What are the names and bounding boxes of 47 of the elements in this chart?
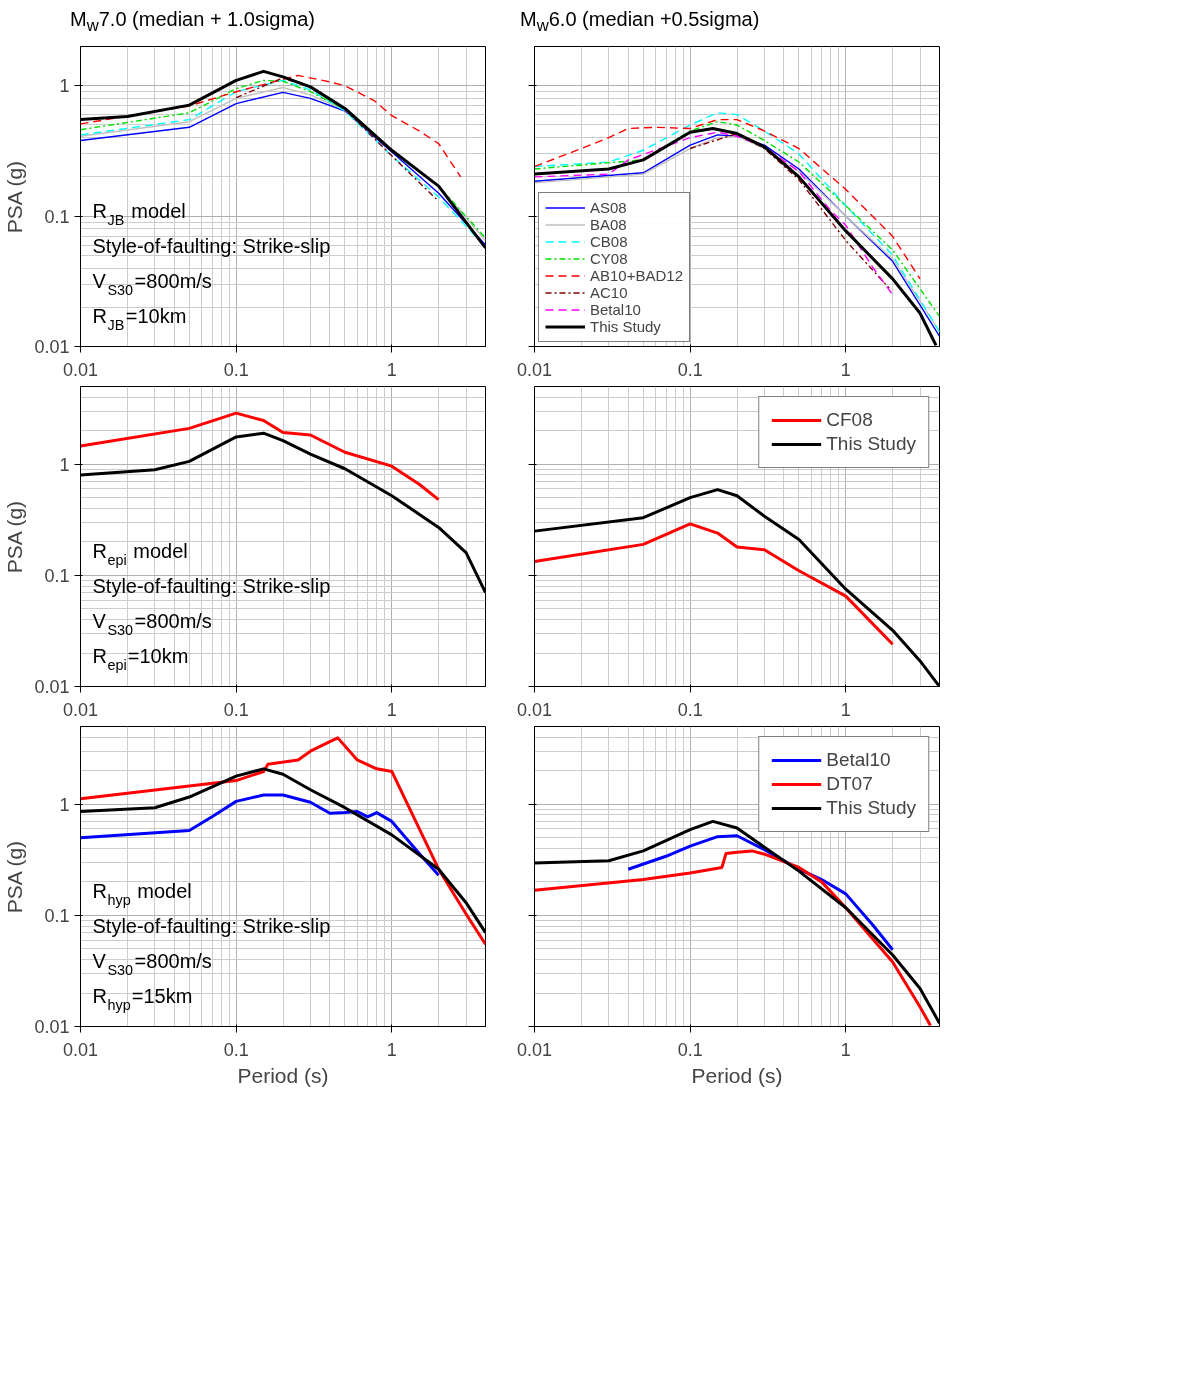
x-tick-label: 0.01 [516, 699, 553, 720]
x-tick-label: 0.1 [223, 359, 249, 380]
x-tick-label: 0.1 [223, 699, 249, 720]
y-tick-label: 0.01 [34, 677, 70, 697]
y-axis-title: PSA (g) [3, 160, 27, 234]
annotation: Style-of-faulting: Strike-slip [92, 234, 331, 257]
x-axis-title: Period (s) [691, 1063, 783, 1087]
y-axis-title: PSA (g) [3, 840, 27, 914]
legend-label: CF08 [826, 409, 873, 431]
x-axis-title: Period (s) [237, 1063, 329, 1087]
y-tick-label: 0.1 [44, 905, 70, 926]
x-tick-label: 1 [386, 699, 397, 720]
chart-title: M$_{w}$6.0 (median +0.5sigma) [520, 7, 760, 37]
x-tick-label: 1 [386, 1039, 397, 1060]
y-tick-label: 1 [59, 454, 70, 475]
legend-label: CY08 [590, 250, 628, 267]
x-tick-label: 1 [840, 699, 851, 720]
x-tick-label: 0.1 [677, 359, 703, 380]
y-tick-label: 0.01 [34, 337, 70, 357]
x-tick-label: 1 [840, 1039, 851, 1060]
legend-label: DT07 [826, 773, 873, 795]
x-tick-label: 0.1 [223, 1039, 249, 1060]
legend-label: AB10+BAD12 [590, 267, 683, 284]
x-tick-label: 0.1 [677, 1039, 703, 1060]
annotation: Style-of-faulting: Strike-slip [92, 574, 331, 597]
annotation: Style-of-faulting: Strike-slip [92, 914, 331, 937]
legend-label: This Study [826, 433, 916, 455]
legend-label: Betal10 [590, 301, 641, 318]
x-tick-label: 0.01 [516, 1039, 553, 1060]
legend-label: This Study [590, 318, 661, 335]
y-tick-label: 1 [59, 794, 70, 815]
x-tick-label: 0.1 [677, 699, 703, 720]
y-tick-label: 0.1 [44, 206, 70, 227]
x-tick-label: 1 [840, 359, 851, 380]
legend-label: AS08 [590, 199, 627, 216]
legend-label: Betal10 [826, 749, 891, 771]
legend-label: CB08 [590, 233, 628, 250]
chart-title: M$_{w}$7.0 (median + 1.0sigma) [70, 7, 315, 37]
legend-label: BA08 [590, 216, 627, 233]
y-axis-title: PSA (g) [3, 500, 27, 574]
legend-label: This Study [826, 797, 916, 819]
x-tick-label: 1 [386, 359, 397, 380]
y-tick-label: 0.01 [34, 1017, 70, 1037]
y-tick-label: 0.1 [44, 565, 70, 586]
y-tick-label: 1 [59, 76, 70, 97]
legend-label: AC10 [590, 284, 628, 301]
x-tick-label: 0.01 [516, 359, 553, 380]
